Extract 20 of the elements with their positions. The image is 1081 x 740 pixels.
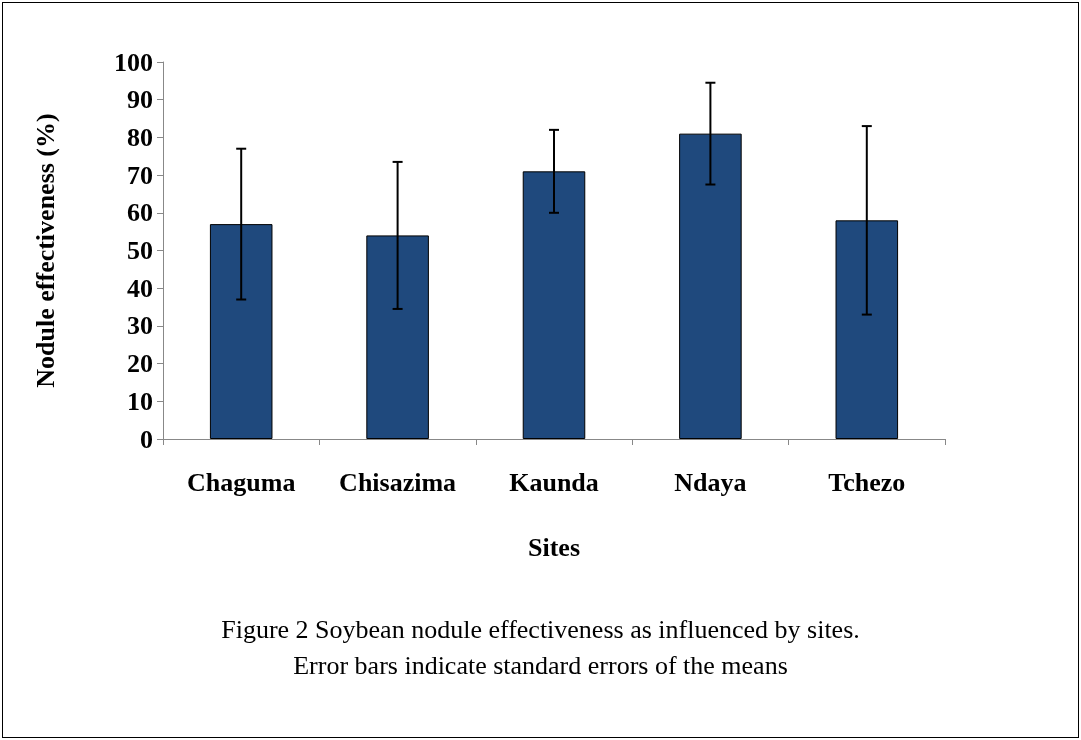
y-axis-title: Nodule effectiveness (%): [30, 113, 60, 388]
y-tick-label: 50: [127, 236, 153, 265]
y-tick-label: 60: [127, 198, 153, 228]
caption: Figure 2 Soybean nodule effectiveness as influenced by sites.: [220, 614, 861, 646]
y-tick-label: 30: [127, 311, 153, 341]
y-tick-label: 90: [127, 85, 153, 115]
y-tick-label: 40: [127, 273, 153, 303]
y-tick-label: 10: [127, 386, 153, 416]
x-tick-label: Ndaya: [674, 467, 747, 497]
y-tick-label: 0: [140, 424, 153, 454]
y-tick-label: 80: [127, 122, 153, 152]
text: Error bars indicate standard errors of the means: [292, 650, 789, 682]
x-tick-label: Chaguma: [187, 467, 296, 497]
x-axis-title: Sites: [528, 532, 580, 562]
y-tick-label: 100: [114, 47, 153, 77]
x-tick-label: Tchezo: [828, 467, 906, 497]
y-tick-label: 70: [127, 160, 153, 190]
x-tick-label: Kaunda: [509, 467, 599, 497]
y-tick-label: 20: [127, 349, 153, 379]
x-tick-label: Chisazima: [339, 467, 457, 497]
